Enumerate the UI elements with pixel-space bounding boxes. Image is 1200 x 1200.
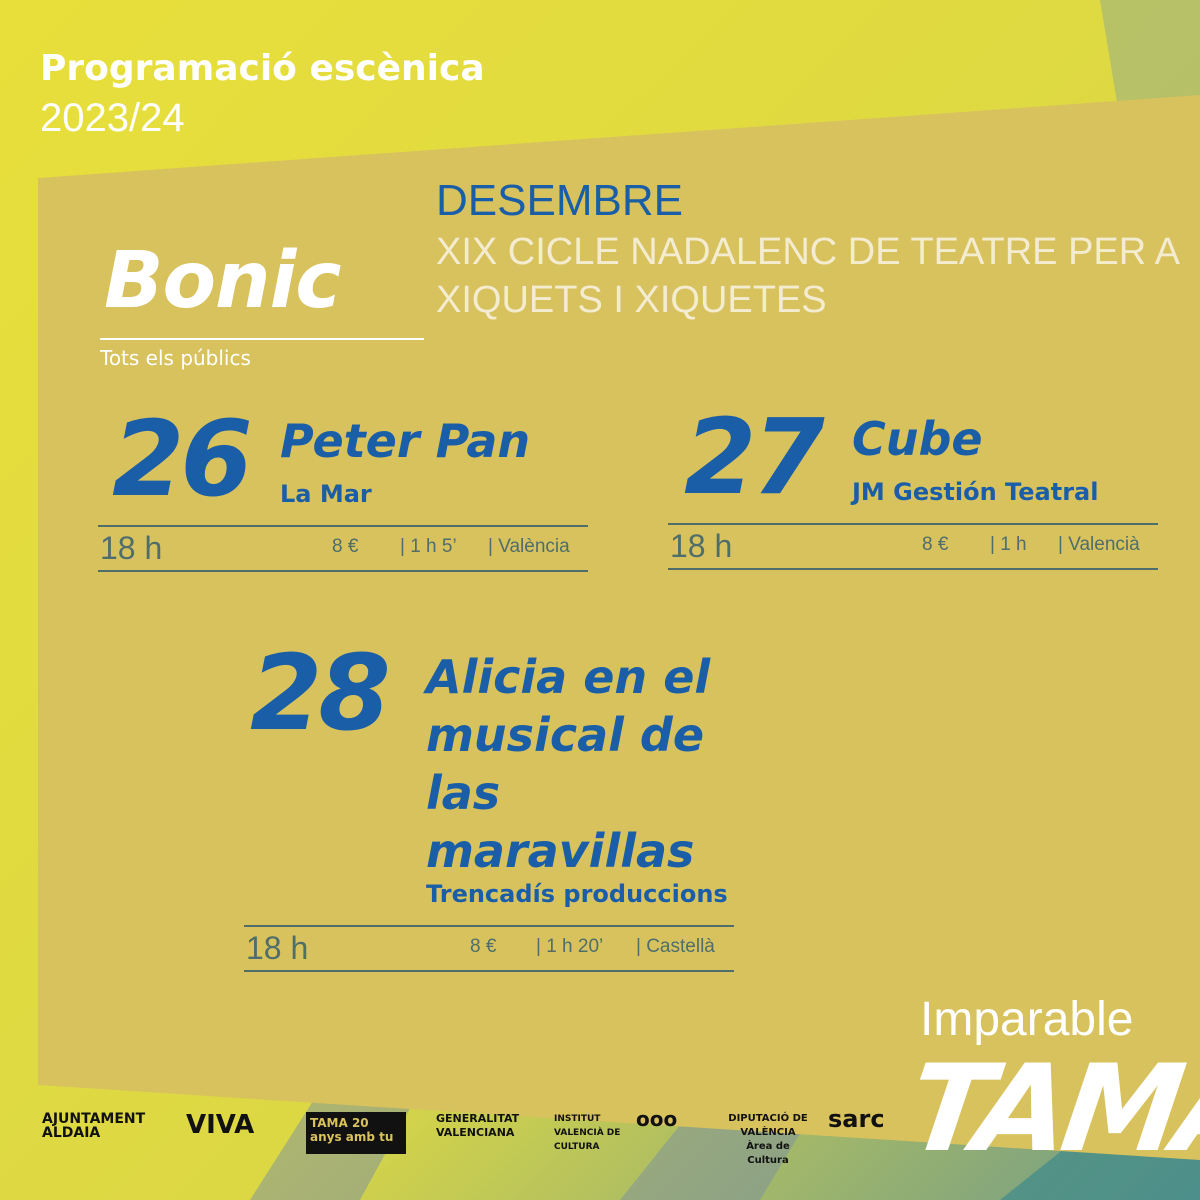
divider bbox=[100, 338, 424, 340]
event-price: 8 € bbox=[922, 534, 949, 555]
event-duration: | 1 h 20’ bbox=[536, 936, 604, 957]
event-language: | València bbox=[488, 536, 570, 557]
event-language: | Valencià bbox=[1058, 534, 1140, 555]
tagline: Imparable bbox=[920, 993, 1134, 1046]
sarc-logo: sarc bbox=[828, 1105, 885, 1133]
diputacio-logo: DIPUTACIÓ DE VALÈNCIA Àrea de Cultura bbox=[728, 1113, 808, 1166]
event-language: | Castellà bbox=[636, 936, 715, 957]
event-day: 27 bbox=[684, 396, 825, 518]
event-day: 26 bbox=[112, 398, 253, 520]
audience: Tots els públics bbox=[100, 346, 251, 370]
event-time: 18 h bbox=[100, 530, 163, 566]
event-price: 8 € bbox=[470, 936, 497, 957]
event-day: 28 bbox=[250, 632, 391, 754]
circles-logo: ooo bbox=[636, 1107, 678, 1131]
event-company: Trencadís produccions bbox=[426, 880, 728, 908]
event-duration: | 1 h 5’ bbox=[400, 536, 457, 557]
content-panel bbox=[38, 95, 1200, 1160]
generalitat-logo: GENERALITAT VALENCIANA bbox=[436, 1112, 520, 1139]
show-name: Bonic bbox=[104, 236, 342, 326]
event-company: La Mar bbox=[280, 480, 372, 508]
event-title: Peter Pan bbox=[280, 414, 531, 468]
tama-20-logo: TAMA 20 anys amb tu bbox=[306, 1112, 406, 1154]
event-title: Cube bbox=[852, 412, 983, 466]
cycle-title: XIX CICLE NADALENC DE TEATRE PER A XIQUE… bbox=[436, 231, 1178, 321]
event-time: 18 h bbox=[670, 528, 733, 564]
viva-logo: VIVA bbox=[186, 1110, 255, 1140]
tama-logo: TAMA bbox=[900, 1040, 1200, 1179]
event-title: Alicia en el musical de las maravillas bbox=[426, 650, 711, 878]
aldaia-logo: AJUNTAMENT ALDAIA bbox=[42, 1111, 146, 1141]
event-price: 8 € bbox=[332, 536, 359, 557]
event-company: JM Gestión Teatral bbox=[852, 478, 1099, 506]
ivc-logo: INSTITUT VALENCIÀ DE CULTURA bbox=[554, 1114, 621, 1152]
page-title: Programació escènica bbox=[40, 48, 485, 89]
event-time: 18 h bbox=[246, 930, 309, 966]
season: 2023/24 bbox=[40, 96, 185, 140]
month: DESEMBRE bbox=[436, 176, 683, 225]
event-duration: | 1 h bbox=[990, 534, 1027, 555]
